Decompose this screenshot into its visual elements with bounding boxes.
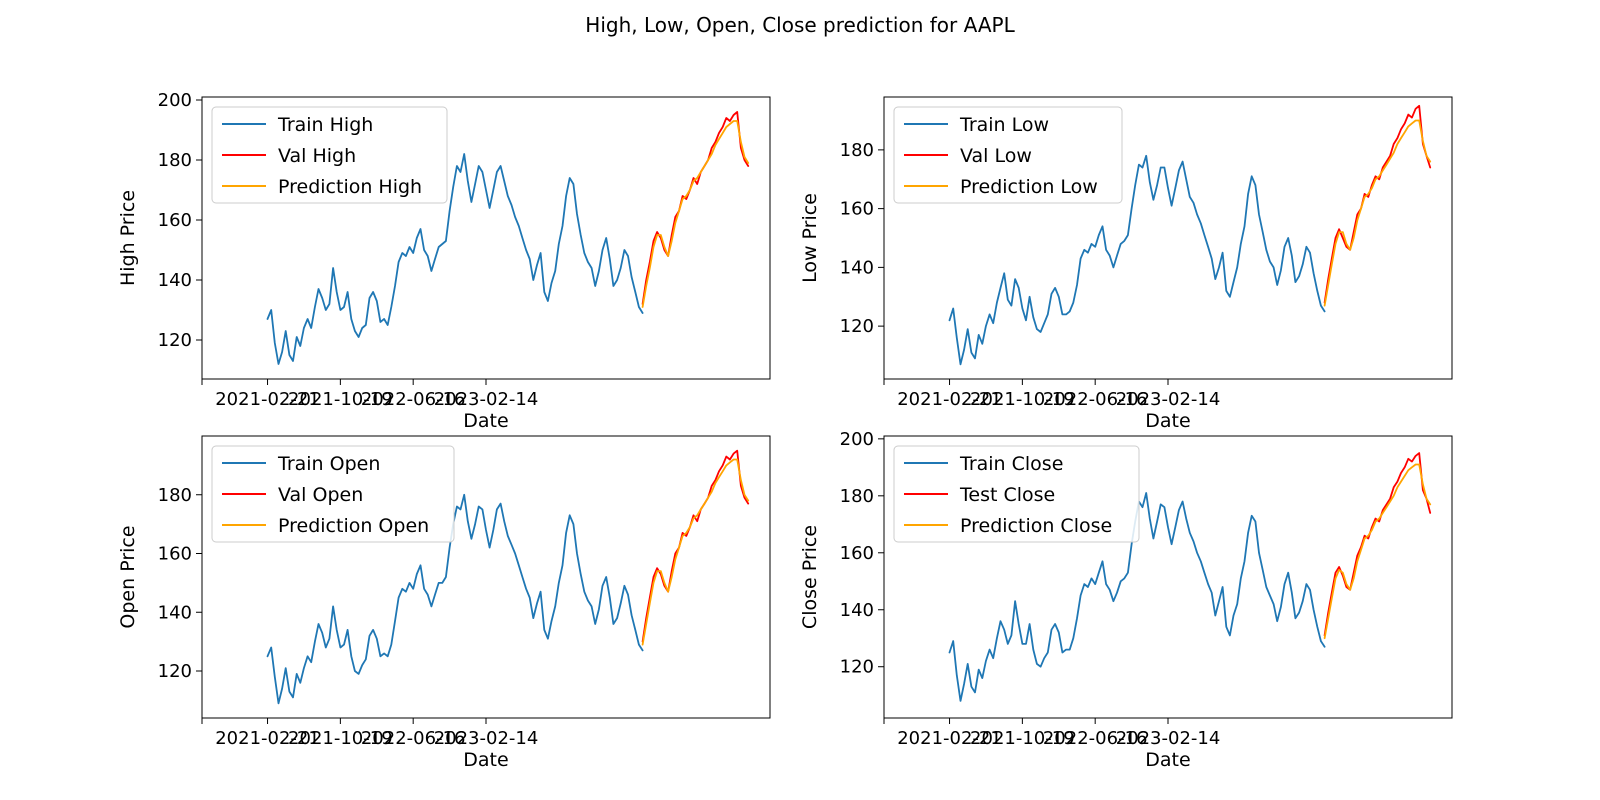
x-tick-label-high-1: 2021-02-21 — [215, 389, 320, 410]
subplot-grid: 1201401601802002021-02-212021-10-192022-… — [117, 90, 1453, 771]
legend-box-close — [893, 445, 1140, 543]
y-tick-label-high-3: 180 — [158, 150, 192, 171]
y-tick-label-open-0: 120 — [158, 661, 192, 682]
legend-label-high-2: Prediction High — [278, 176, 422, 198]
series-line-close-2 — [1323, 463, 1432, 640]
series-line-low-0 — [948, 154, 1326, 366]
x-tick-label-low-2: 2021-10-19 — [970, 389, 1075, 410]
x-axis-label-close: Date — [1145, 749, 1190, 771]
y-axis-label-high: High Price — [117, 190, 139, 286]
legend-label-low-0: Train Low — [959, 114, 1049, 136]
x-tick-label-open-3: 2022-06-16 — [361, 728, 466, 749]
legend-label-low-1: Val Low — [960, 145, 1032, 167]
legend-low: Train Low Val Low Prediction Low — [893, 106, 1123, 204]
x-tick-label-low-3: 2022-06-16 — [1043, 389, 1148, 410]
series-group-high — [266, 111, 750, 365]
legend-label-low-2: Prediction Low — [960, 176, 1098, 198]
x-axis-label-low: Date — [1145, 410, 1190, 432]
y-tick-label-low-1: 140 — [840, 257, 874, 278]
y-tick-label-close-0: 120 — [840, 657, 874, 678]
x-tick-label-high-2: 2021-10-19 — [288, 389, 393, 410]
x-tick-label-high-3: 2022-06-16 — [361, 389, 466, 410]
x-tick-label-close-2: 2021-10-19 — [970, 728, 1075, 749]
x-tick-label-close-1: 2021-02-21 — [897, 728, 1002, 749]
legend-open: Train Open Val Open Prediction Open — [211, 445, 455, 543]
series-line-open-1 — [641, 449, 750, 643]
y-tick-label-open-2: 160 — [158, 544, 192, 565]
y-tick-label-high-2: 160 — [158, 210, 192, 231]
x-tick-label-open-2: 2021-10-19 — [288, 728, 393, 749]
y-axis-label-open: Open Price — [117, 525, 139, 628]
series-line-open-0 — [266, 493, 644, 705]
x-tick-label-open-4: 2023-02-14 — [434, 728, 539, 749]
series-group-open — [266, 449, 750, 705]
legend-box-open — [211, 445, 455, 543]
y-tick-label-low-3: 180 — [840, 140, 874, 161]
y-tick-label-high-1: 140 — [158, 270, 192, 291]
subplot-close: 120 140 160 180 200 2021-02-212021-10-192022-… — [799, 429, 1453, 771]
series-line-high-2 — [641, 120, 750, 308]
series-line-high-1 — [641, 111, 750, 305]
y-axis-label-low: Low Price — [799, 193, 821, 283]
legend-box-high — [211, 106, 448, 204]
x-tick-label-high-4: 2023-02-14 — [434, 389, 539, 410]
y-tick-label-open-1: 140 — [158, 602, 192, 623]
x-axis-label-open: Date — [463, 749, 508, 771]
series-line-open-2 — [641, 458, 750, 646]
y-tick-label-high-0: 120 — [158, 330, 192, 351]
x-tick-label-close-4: 2023-02-14 — [1116, 728, 1221, 749]
x-tick-label-close-3: 2022-06-16 — [1043, 728, 1148, 749]
y-tick-label-low-2: 160 — [840, 199, 874, 220]
subplot-open: 120 140 160 180 2021-02-212021-10-192022-06-… — [117, 435, 771, 771]
legend-label-close-1: Test Close — [959, 484, 1055, 506]
series-line-low-2 — [1323, 119, 1432, 307]
y-tick-label-low-0: 120 — [840, 316, 874, 337]
subplot-high: 120 140 160 180 200 2021-02-212021-10-192022-… — [117, 90, 771, 432]
x-tick-label-low-1: 2021-02-21 — [897, 389, 1002, 410]
figure-title: High, Low, Open, Close prediction for AA… — [585, 13, 1015, 37]
y-tick-label-close-3: 180 — [840, 486, 874, 507]
x-tick-label-open-1: 2021-02-21 — [215, 728, 320, 749]
legend-label-open-1: Val Open — [278, 484, 363, 506]
y-tick-label-high-4: 200 — [158, 90, 192, 111]
legend-box-low — [893, 106, 1123, 204]
legend-label-close-0: Train Close — [959, 453, 1063, 475]
y-tick-label-close-2: 160 — [840, 543, 874, 564]
y-axis-label-close: Close Price — [799, 525, 821, 629]
series-line-high-0 — [266, 153, 644, 365]
x-axis-label-high: Date — [463, 410, 508, 432]
y-tick-label-open-3: 180 — [158, 485, 192, 506]
legend-high: Train High Val High Prediction High — [211, 106, 448, 204]
y-tick-label-close-1: 140 — [840, 600, 874, 621]
legend-close: Train Close Test Close Prediction Close — [893, 445, 1140, 543]
x-tick-label-low-4: 2023-02-14 — [1116, 389, 1221, 410]
subplot-low: 120 140 160 180 2021-02-212021-10-192022-06-… — [799, 96, 1453, 432]
legend-label-high-1: Val High — [278, 145, 356, 167]
legend-label-open-0: Train Open — [277, 453, 380, 475]
legend-label-high-0: Train High — [277, 114, 373, 136]
legend-label-open-2: Prediction Open — [278, 515, 429, 537]
y-tick-label-close-4: 200 — [840, 429, 874, 450]
legend-label-close-2: Prediction Close — [960, 515, 1112, 537]
series-group-low — [948, 104, 1432, 366]
